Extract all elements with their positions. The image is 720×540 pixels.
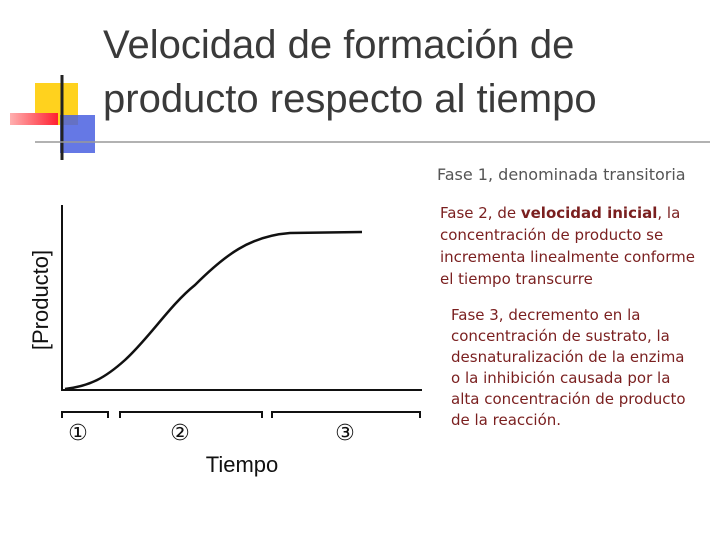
- note-part: , la: [657, 204, 680, 222]
- note-line: o la inhibición causada por la: [451, 369, 670, 387]
- y-label: [Producto]: [28, 250, 53, 350]
- decor-blue: [60, 115, 95, 153]
- note-line: incrementa linealmente conforme: [440, 248, 695, 266]
- note-part: incrementa linealmente conforme: [440, 248, 695, 266]
- decor-red: [10, 113, 58, 125]
- phase-label: ①: [68, 421, 88, 446]
- note-phase3: Fase 3, decremento en la concentración de…: [451, 306, 686, 429]
- x-label: Tiempo: [206, 452, 279, 477]
- title-line: producto respecto al tiempo: [103, 77, 597, 121]
- phase-label: ②: [170, 421, 190, 446]
- note-line: Fase 2, de velocidad inicial, la: [440, 204, 680, 222]
- note-part: el tiempo transcurre: [440, 270, 593, 288]
- diagram: ① ② ③ Tiempo [Producto]: [28, 205, 422, 477]
- note-part: velocidad inicial: [521, 204, 658, 222]
- note-part: concentración de producto se: [440, 226, 663, 244]
- phase-brackets: [61, 411, 421, 418]
- note-line: concentración de sustrato, la: [451, 327, 670, 345]
- note-line: Fase 3, decremento en la: [451, 306, 640, 324]
- note-part: Fase 2, de: [440, 204, 521, 222]
- note-phase2: Fase 2, de velocidad inicial, la concentr…: [440, 204, 695, 288]
- note-line: alta concentración de producto: [451, 390, 686, 408]
- note-line: el tiempo transcurre: [440, 270, 593, 288]
- note-line: desnaturalización de la enzima: [451, 348, 685, 366]
- note-line: de la reacción.: [451, 411, 561, 429]
- note-phase1: Fase 1, denominada transitoria: [437, 165, 686, 184]
- curve: [64, 230, 363, 391]
- phase-label: ③: [335, 421, 355, 446]
- title-line: Velocidad de formación de: [103, 23, 574, 67]
- note-line: concentración de producto se: [440, 226, 663, 244]
